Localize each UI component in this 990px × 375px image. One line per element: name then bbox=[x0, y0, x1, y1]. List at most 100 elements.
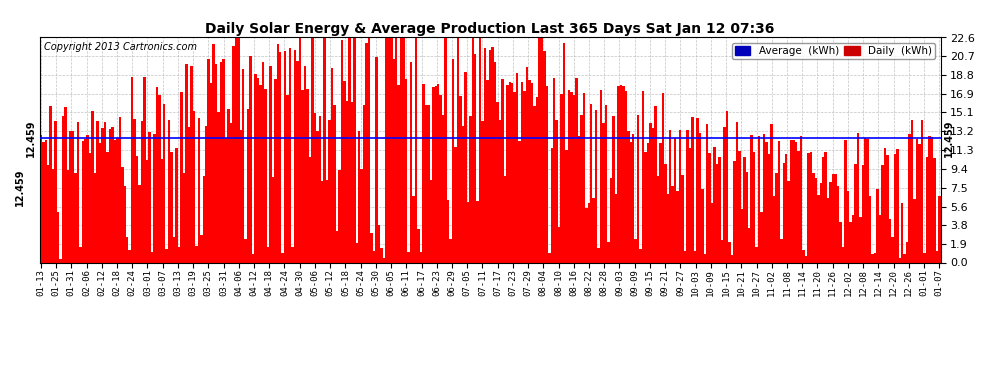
Bar bbox=[427, 105, 430, 262]
Bar bbox=[531, 83, 534, 262]
Bar bbox=[464, 72, 466, 262]
Bar bbox=[360, 170, 363, 262]
Bar bbox=[321, 182, 324, 262]
Bar bbox=[256, 78, 259, 262]
Bar bbox=[281, 253, 284, 262]
Bar bbox=[430, 180, 432, 262]
Bar bbox=[879, 214, 881, 262]
Bar bbox=[802, 250, 805, 262]
Bar bbox=[534, 106, 536, 262]
Bar bbox=[844, 141, 846, 262]
Bar bbox=[494, 62, 496, 262]
Bar bbox=[790, 140, 792, 262]
Bar bbox=[689, 148, 691, 262]
Bar bbox=[936, 251, 939, 262]
Bar bbox=[99, 143, 101, 262]
Bar bbox=[669, 130, 671, 262]
Bar bbox=[795, 142, 797, 262]
Bar bbox=[889, 219, 891, 262]
Bar bbox=[254, 74, 256, 262]
Bar bbox=[316, 131, 319, 262]
Legend: Average  (kWh), Daily  (kWh): Average (kWh), Daily (kWh) bbox=[732, 43, 936, 59]
Bar bbox=[415, 38, 417, 262]
Bar bbox=[894, 154, 896, 262]
Bar bbox=[489, 50, 491, 262]
Bar bbox=[496, 102, 499, 262]
Bar bbox=[91, 111, 94, 262]
Bar bbox=[524, 91, 526, 262]
Bar bbox=[891, 237, 894, 262]
Bar bbox=[775, 173, 777, 262]
Bar bbox=[886, 155, 889, 262]
Bar bbox=[691, 117, 694, 262]
Bar bbox=[684, 252, 686, 262]
Bar bbox=[153, 134, 155, 262]
Bar bbox=[640, 249, 642, 262]
Bar bbox=[141, 121, 144, 262]
Bar bbox=[835, 174, 837, 262]
Bar bbox=[575, 78, 578, 262]
Bar bbox=[193, 111, 195, 262]
Bar bbox=[314, 113, 316, 262]
Bar bbox=[736, 122, 739, 262]
Bar bbox=[259, 85, 261, 262]
Bar bbox=[805, 256, 807, 262]
Bar bbox=[881, 165, 884, 262]
Bar bbox=[926, 157, 929, 262]
Bar bbox=[654, 106, 656, 262]
Bar bbox=[807, 153, 810, 262]
Bar bbox=[86, 135, 89, 262]
Bar bbox=[129, 250, 131, 262]
Bar bbox=[160, 159, 163, 262]
Bar bbox=[144, 77, 146, 262]
Bar bbox=[139, 185, 141, 262]
Bar bbox=[474, 54, 476, 262]
Bar bbox=[242, 69, 245, 262]
Bar bbox=[644, 152, 646, 262]
Bar bbox=[188, 127, 190, 262]
Bar bbox=[251, 254, 254, 262]
Bar bbox=[780, 238, 782, 262]
Bar bbox=[42, 142, 45, 262]
Bar bbox=[79, 247, 81, 262]
Bar bbox=[479, 38, 481, 262]
Bar bbox=[175, 148, 178, 262]
Bar bbox=[445, 38, 446, 262]
Bar bbox=[864, 138, 866, 262]
Bar bbox=[237, 38, 240, 262]
Bar bbox=[724, 127, 726, 262]
Bar bbox=[842, 247, 844, 262]
Bar bbox=[163, 104, 165, 262]
Bar bbox=[405, 79, 407, 262]
Bar bbox=[529, 80, 531, 262]
Bar bbox=[666, 194, 669, 262]
Bar bbox=[854, 164, 856, 262]
Bar bbox=[469, 116, 471, 262]
Bar bbox=[150, 252, 153, 262]
Bar bbox=[66, 170, 69, 262]
Bar bbox=[319, 116, 321, 262]
Bar bbox=[874, 254, 876, 262]
Bar bbox=[109, 129, 111, 262]
Bar bbox=[417, 229, 420, 262]
Bar bbox=[704, 254, 706, 262]
Bar bbox=[741, 209, 743, 262]
Bar bbox=[363, 105, 365, 262]
Bar bbox=[553, 78, 555, 262]
Bar bbox=[560, 94, 563, 262]
Bar bbox=[116, 138, 119, 262]
Bar bbox=[101, 128, 104, 262]
Bar bbox=[646, 143, 649, 262]
Bar bbox=[739, 151, 741, 262]
Bar bbox=[563, 43, 565, 262]
Bar bbox=[148, 132, 150, 262]
Bar bbox=[54, 121, 56, 262]
Bar bbox=[536, 98, 539, 262]
Bar bbox=[180, 92, 183, 262]
Bar bbox=[587, 203, 590, 262]
Bar bbox=[719, 157, 721, 262]
Bar bbox=[304, 66, 306, 262]
Bar bbox=[597, 248, 600, 262]
Bar bbox=[94, 173, 96, 262]
Bar bbox=[365, 44, 368, 262]
